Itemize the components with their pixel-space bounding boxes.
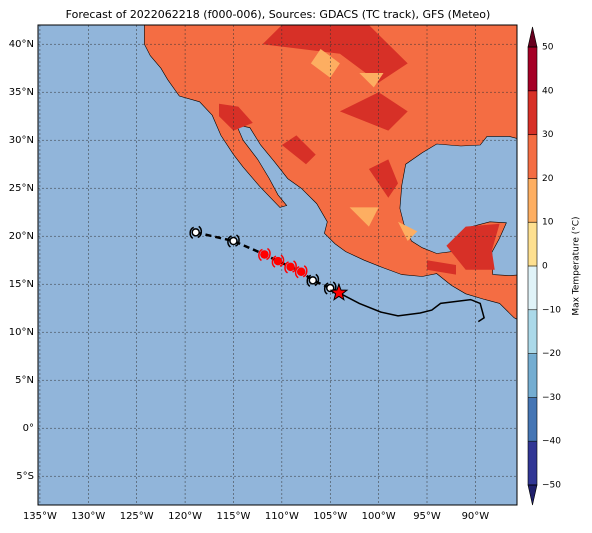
x-tick-label: 110°W: [265, 511, 299, 522]
colorbar-segment: [528, 353, 537, 398]
colorbar-segment: [528, 222, 537, 267]
track-point: [286, 262, 295, 272]
overlay: 135°W 130°W 125°W 120°W 115°W 110°W 105°W 100°W…: [9, 25, 517, 522]
track-point: [273, 256, 283, 266]
colorbar-tick-label: 20: [542, 174, 554, 184]
hot-region: [262, 25, 408, 83]
colorbar-tick-label: 30: [542, 130, 554, 140]
cyclone-symbol: [258, 247, 271, 262]
x-tick-label: 105°W: [313, 511, 347, 522]
track-point: [296, 267, 306, 276]
cyclone-symbol: [227, 234, 240, 248]
y-tick-label: 15°N: [9, 279, 34, 290]
colorbar-segment: [528, 178, 537, 223]
cyclone-symbol: [284, 260, 297, 274]
colorbar-label: Max Temperature (°C): [572, 216, 582, 315]
track-point: [308, 276, 318, 285]
y-tick-label: 30°N: [9, 135, 34, 146]
hot-region: [427, 260, 456, 275]
colorbar-tick-label: 40: [542, 86, 554, 96]
hot-region: [219, 103, 253, 131]
map-layer: [144, 25, 517, 320]
cyclone-symbol: [271, 254, 285, 268]
cyclone-symbol: [306, 273, 320, 287]
x-tick-label: 130°W: [71, 511, 105, 522]
current-position: [329, 282, 349, 301]
y-tick-label: 40°N: [9, 39, 34, 50]
hot-region: [281, 135, 316, 165]
y-tick-label: 5°S: [16, 471, 34, 482]
title: Forecast of 2022062218 (f000-006), Sourc…: [66, 8, 491, 21]
hot-region: [339, 92, 408, 131]
colorbar-tick-label: −20: [542, 349, 561, 359]
colorbar-tick-label: 10: [542, 218, 554, 228]
cool-region: [398, 221, 418, 241]
colorbar-tick-label: 0: [542, 262, 548, 272]
x-tick-label: 95°W: [413, 511, 441, 522]
cool-region: [310, 49, 340, 78]
cyclone-symbol: [189, 225, 203, 239]
x-tick-label: 135°W: [23, 511, 57, 522]
colorbar-segment: [528, 90, 537, 136]
colorbar-segment: [528, 266, 537, 311]
y-tick-label: 5°N: [15, 375, 34, 386]
x-tick-label: 125°W: [120, 511, 154, 522]
colorbar-tick-label: −30: [542, 393, 561, 403]
colorbar-extend-high: [527, 26, 538, 48]
colorbar-segment: [528, 134, 537, 179]
y-tick-label: 35°N: [9, 87, 34, 98]
track-point: [191, 228, 200, 237]
colorbar-tick-label: −10: [542, 305, 561, 315]
land: [144, 25, 517, 320]
x-tick-label: 120°W: [168, 511, 202, 522]
cool-region: [349, 207, 379, 227]
colorbar-segment: [528, 309, 537, 355]
colorbar-tick-label: 50: [542, 43, 554, 53]
colorbar-segment: [528, 47, 537, 92]
cool-region: [359, 73, 384, 88]
track-point: [229, 236, 238, 246]
cyclone-symbol: [294, 265, 308, 279]
colorbar-segment: [528, 441, 537, 486]
map-frame: [37, 24, 518, 506]
colorbar-segment: [528, 397, 537, 442]
track-point: [260, 250, 269, 259]
colorbar-tick-label: −50: [542, 481, 561, 491]
x-tick-label: 100°W: [362, 511, 396, 522]
y-tick-label: 0°: [23, 423, 34, 434]
x-tick-label: 115°W: [216, 511, 250, 522]
y-tick-label: 20°N: [9, 231, 34, 242]
observed-track: [338, 292, 485, 323]
colorbar-tick-label: −40: [542, 437, 561, 447]
colorbar-extend-low: [527, 484, 538, 506]
cyclone-symbol: [323, 281, 337, 295]
hot-region: [446, 223, 500, 270]
x-tick-label: 90°W: [462, 511, 490, 522]
y-tick-label: 10°N: [9, 327, 34, 338]
y-tick-label: 25°N: [9, 183, 34, 194]
